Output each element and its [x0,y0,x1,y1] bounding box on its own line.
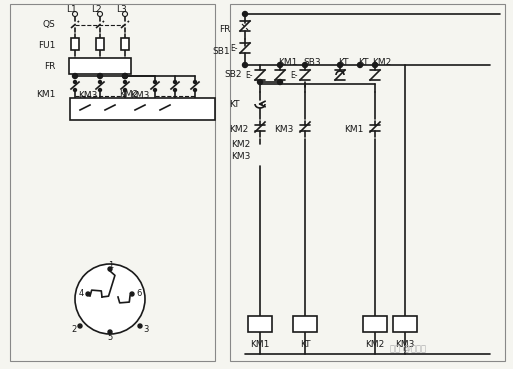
Circle shape [153,80,156,83]
Text: SB1: SB1 [212,46,230,55]
Circle shape [139,103,142,107]
Circle shape [78,324,82,328]
Circle shape [258,79,263,85]
Text: FR: FR [44,62,55,70]
Circle shape [303,62,307,68]
Text: 1: 1 [108,262,113,270]
Text: SB2: SB2 [225,69,242,79]
Bar [121,38,129,50]
Circle shape [98,80,102,83]
Bar [70,98,215,120]
Text: KM3: KM3 [273,124,293,134]
Circle shape [278,62,283,68]
Circle shape [173,80,176,83]
Circle shape [124,89,127,92]
Bar [230,4,505,361]
Text: KM1: KM1 [344,124,363,134]
Text: KT: KT [338,58,348,67]
Circle shape [278,79,283,85]
Text: KM2: KM2 [365,340,385,349]
Text: KM2: KM2 [231,139,250,148]
Text: KT: KT [358,58,368,67]
Circle shape [358,62,363,68]
Bar [69,58,131,74]
Circle shape [338,62,343,68]
Bar [393,316,417,332]
Text: L1: L1 [66,4,76,14]
Circle shape [86,292,90,296]
Circle shape [138,324,142,328]
Bar [363,316,387,332]
Circle shape [73,80,76,83]
Text: KM3: KM3 [231,152,250,161]
Circle shape [123,73,128,79]
Text: KM2: KM2 [372,58,391,67]
Text: E-: E- [230,44,238,52]
Text: KT: KT [229,100,240,108]
Circle shape [108,267,112,271]
Circle shape [98,89,102,92]
Circle shape [193,80,196,83]
Text: 5: 5 [107,332,113,341]
Text: KT: KT [300,340,310,349]
Text: 知乎 @英木君: 知乎 @英木君 [390,345,426,354]
Circle shape [84,110,87,113]
Circle shape [84,103,87,107]
Circle shape [173,89,176,92]
Circle shape [372,62,378,68]
Circle shape [97,73,103,79]
Text: 3: 3 [143,325,148,335]
Circle shape [243,62,247,68]
Text: 4: 4 [79,290,84,299]
Circle shape [75,264,145,334]
Text: KM2: KM2 [229,124,248,134]
Circle shape [109,110,111,113]
Circle shape [123,73,128,79]
Text: 6: 6 [136,290,142,299]
Circle shape [109,103,111,107]
Bar [293,316,317,332]
Text: FU1: FU1 [37,41,55,49]
Text: KM1: KM1 [278,58,298,67]
Text: E-: E- [290,70,298,79]
Circle shape [73,89,76,92]
Text: KM3: KM3 [396,340,415,349]
Circle shape [243,11,247,17]
Text: QS: QS [42,20,55,29]
Text: KM1: KM1 [35,90,55,99]
Circle shape [139,110,142,113]
Text: KM1: KM1 [250,340,270,349]
Circle shape [193,89,196,92]
Text: SB3: SB3 [303,58,321,67]
Circle shape [153,89,156,92]
Text: L2: L2 [91,4,101,14]
Circle shape [130,292,134,296]
Bar [248,316,272,332]
Text: KM3: KM3 [78,91,97,100]
Circle shape [164,110,167,113]
Circle shape [124,80,127,83]
Bar [96,38,104,50]
Text: KM2: KM2 [119,90,138,99]
Bar [71,38,79,50]
Text: FR: FR [219,24,230,34]
Text: KM3: KM3 [130,91,149,100]
Bar [10,4,215,361]
Circle shape [164,103,167,107]
Text: L3: L3 [115,4,126,14]
Text: E-: E- [246,70,253,79]
Circle shape [72,73,77,79]
Circle shape [108,330,112,334]
Text: 2: 2 [72,325,77,335]
